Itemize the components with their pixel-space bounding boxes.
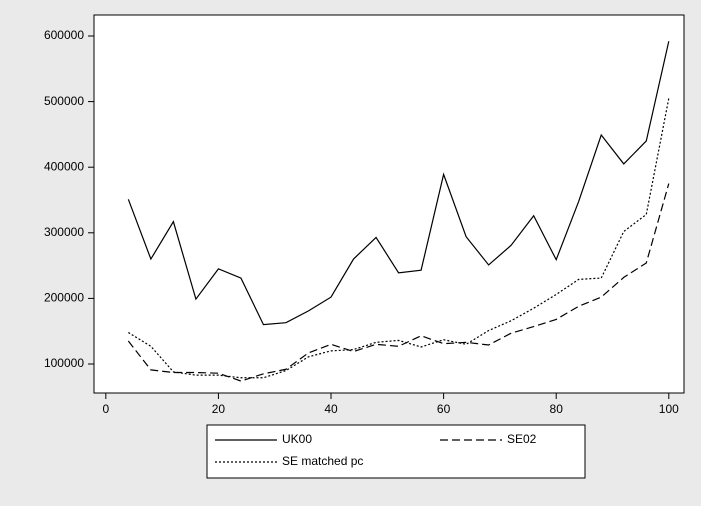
y-tick-label: 100000	[44, 356, 84, 370]
legend-label: UK00	[282, 432, 312, 446]
legend-label: SE matched pc	[282, 454, 363, 468]
x-tick-label: 40	[324, 402, 338, 416]
y-tick-label: 200000	[44, 291, 84, 305]
y-tick-label: 400000	[44, 159, 84, 173]
legend-box	[206, 424, 586, 479]
line	[127, 41, 670, 326]
plot-area	[93, 14, 685, 394]
y-tick-label: 300000	[44, 225, 84, 239]
x-tick-label: 80	[550, 402, 564, 416]
y-tick-label: 600000	[44, 28, 84, 42]
line	[128, 98, 670, 379]
x-tick-label: 0	[102, 402, 109, 416]
x-tick-label: 100	[659, 402, 679, 416]
legend-label: SE02	[507, 432, 537, 446]
x-tick-label: 60	[437, 402, 451, 416]
x-tick-label: 20	[212, 402, 226, 416]
y-tick-label: 500000	[44, 94, 84, 108]
